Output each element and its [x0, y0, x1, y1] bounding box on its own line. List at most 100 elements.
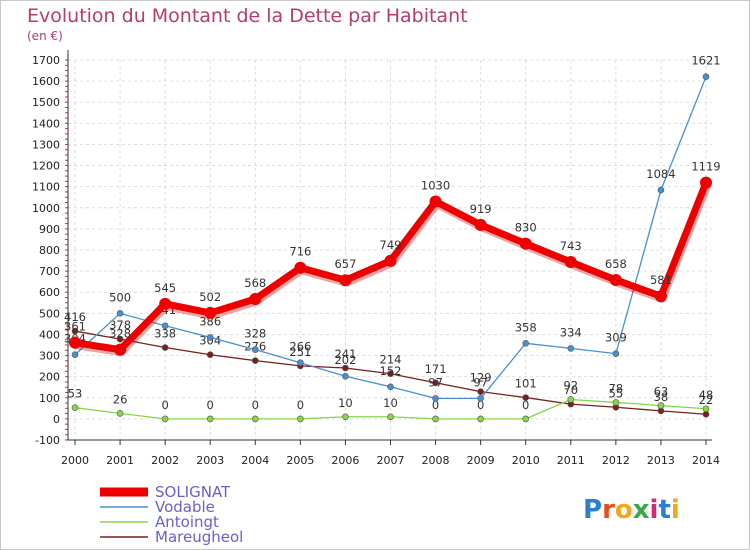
- data-label: 328: [109, 327, 131, 341]
- data-label: 328: [244, 327, 266, 341]
- data-label: 1084: [646, 167, 675, 181]
- data-point: [654, 290, 667, 303]
- data-point: [522, 415, 530, 423]
- data-point: [609, 273, 622, 286]
- x-tick-label: 2013: [647, 454, 675, 467]
- data-label: 1119: [691, 160, 720, 174]
- data-label: 22: [699, 393, 714, 407]
- data-point: [387, 370, 394, 378]
- data-point: [342, 364, 349, 372]
- data-point: [161, 322, 169, 330]
- data-point: [657, 402, 665, 409]
- data-point: [567, 396, 575, 403]
- y-tick-label: 400: [39, 328, 60, 341]
- data-point: [116, 335, 124, 343]
- data-point: [204, 306, 217, 319]
- data-point: [432, 379, 439, 387]
- data-point: [114, 343, 127, 356]
- data-point: [612, 350, 620, 357]
- y-tick-label: 900: [39, 223, 60, 236]
- data-label: 1621: [691, 54, 720, 68]
- data-label: 101: [515, 377, 537, 391]
- data-label: 63: [654, 385, 669, 399]
- data-label: 416: [64, 310, 86, 324]
- data-point: [297, 415, 304, 423]
- y-tick-label: 1500: [32, 96, 60, 109]
- y-tick-label: 100: [39, 392, 60, 405]
- data-point: [71, 351, 79, 359]
- y-tick-label: -100: [35, 434, 60, 447]
- data-label: 26: [113, 392, 128, 406]
- data-point: [116, 410, 124, 417]
- proxiti-logo: Proxiti: [583, 495, 680, 525]
- data-point: [567, 345, 575, 352]
- data-label: 657: [334, 257, 356, 271]
- series-vodable: 3045004413863282662021529797358334309108…: [64, 54, 721, 402]
- x-tick-label: 2003: [196, 454, 224, 467]
- data-point: [519, 237, 532, 250]
- y-tick-label: 1200: [32, 160, 60, 173]
- data-point: [387, 413, 394, 421]
- data-point: [477, 395, 484, 402]
- x-tick-label: 2001: [106, 454, 134, 467]
- logo-letter: r: [602, 495, 615, 525]
- data-label: 386: [199, 314, 221, 328]
- data-label: 716: [289, 245, 311, 259]
- y-tick-label: 1700: [32, 54, 60, 67]
- x-tick-label: 2014: [692, 454, 720, 467]
- legend-label-antoingt: Antoingt: [155, 513, 219, 531]
- data-point: [612, 399, 620, 406]
- data-label: 0: [252, 398, 259, 412]
- data-point: [474, 218, 487, 231]
- data-label: 0: [432, 398, 439, 412]
- legend-label-mareugheol: Mareugheol: [155, 528, 243, 546]
- data-point: [161, 344, 169, 351]
- series-mareugheol: 4163783383042762512412141711291017055382…: [64, 310, 714, 418]
- data-point: [294, 261, 307, 274]
- data-point: [69, 336, 81, 349]
- x-tick-label: 2006: [331, 454, 359, 467]
- data-point: [71, 404, 79, 412]
- data-point: [206, 351, 214, 359]
- series-antoingt: 53 26 0 0 0 0 10 10 0 0 0 92 78 63 48: [68, 378, 714, 423]
- data-label: 97: [473, 375, 488, 389]
- data-point: [339, 274, 352, 287]
- logo-letter: x: [633, 495, 650, 525]
- series: 4163783383042762512412141711291017055382…: [64, 54, 721, 423]
- y-tick-label: 1000: [32, 202, 60, 215]
- data-point: [71, 327, 79, 335]
- legend-label-solignat: SOLIGNAT: [155, 483, 231, 501]
- data-point: [159, 297, 172, 310]
- x-tick-label: 2011: [557, 454, 585, 467]
- x-tick-label: 2004: [241, 454, 269, 467]
- data-label: 545: [154, 281, 176, 295]
- data-point: [702, 73, 710, 80]
- data-label: 48: [699, 388, 714, 402]
- data-point: [522, 340, 530, 347]
- data-point: [432, 415, 439, 423]
- data-label: 358: [515, 320, 537, 334]
- data-label: 53: [68, 387, 83, 401]
- data-label: 568: [244, 276, 266, 290]
- data-label: 70: [563, 383, 578, 397]
- data-label: 743: [560, 239, 582, 253]
- data-label: 304: [199, 334, 221, 348]
- logo-letter: i: [650, 495, 659, 525]
- data-point: [342, 372, 349, 380]
- data-point: [477, 388, 484, 395]
- data-label: 500: [109, 290, 131, 304]
- x-tick-label: 2009: [467, 454, 495, 467]
- data-point: [387, 383, 394, 391]
- chart-subtitle: (en €): [27, 29, 63, 43]
- data-point: [116, 310, 124, 317]
- data-label: 92: [563, 378, 578, 392]
- y-tick-label: 1400: [32, 117, 60, 130]
- logo-letter: o: [615, 495, 633, 525]
- y-tick-label: 200: [39, 371, 60, 384]
- data-label: 581: [650, 273, 672, 287]
- data-label: 658: [605, 257, 627, 271]
- data-point: [522, 394, 530, 401]
- data-point: [251, 346, 259, 353]
